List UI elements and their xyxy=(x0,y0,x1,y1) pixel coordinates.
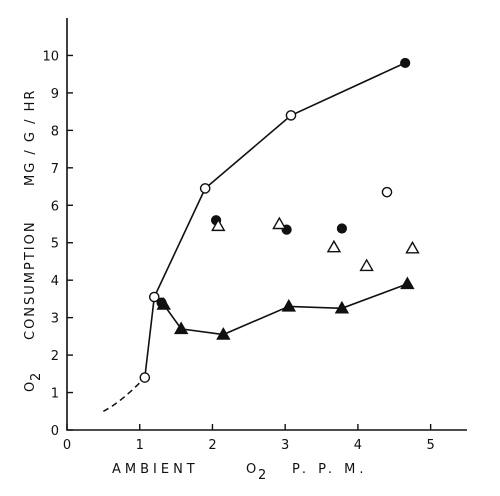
x-tick-label: 2 xyxy=(208,438,216,453)
x-tick-label: 4 xyxy=(354,438,362,453)
dashed-curve xyxy=(103,377,146,412)
open-triangle-point xyxy=(272,216,287,230)
x-axis-o2-subscript: 2 xyxy=(258,468,266,483)
y-axis-word: CONSUMPTION xyxy=(23,220,38,340)
open-triangle-point xyxy=(326,239,342,253)
markers xyxy=(139,57,420,383)
y-tick-label: 10 xyxy=(42,49,59,64)
y-tick-label: 4 xyxy=(51,274,59,289)
curves xyxy=(103,62,408,412)
filled-triangle-point xyxy=(281,298,297,312)
axes: 0 1 2 3 4 5 0 1 2 3 4 5 6 7 8 9 10 xyxy=(42,18,467,453)
lower-curve xyxy=(153,283,408,336)
x-axis-title: AMBIENT xyxy=(112,462,199,477)
filled-triangle-point xyxy=(334,300,350,314)
y-tick-label: 8 xyxy=(51,124,59,139)
filled-circle-point xyxy=(336,223,348,234)
x-tick-label: 0 xyxy=(63,438,71,453)
y-tick-label: 9 xyxy=(51,87,59,102)
open-triangle-point xyxy=(211,218,226,232)
open-circle-point xyxy=(148,291,160,303)
y-tick-label: 2 xyxy=(51,349,59,364)
open-triangle-point xyxy=(359,258,374,272)
y-tick-label: 3 xyxy=(51,312,59,327)
open-circle-point xyxy=(381,186,393,198)
y-axis-title: O2 CONSUMPTION MG / G / HR xyxy=(23,89,44,392)
filled-triangle-point xyxy=(173,321,189,335)
open-triangle-point xyxy=(405,240,420,254)
y-axis-o2: O xyxy=(23,380,38,392)
open-circle-point xyxy=(199,183,211,194)
x-axis-unit: P. P. M. xyxy=(292,462,368,477)
y-tick-label: 6 xyxy=(51,199,59,214)
y-tick-label: 7 xyxy=(51,162,59,177)
x-axis-o2: O xyxy=(246,462,260,477)
y-tick-label: 1 xyxy=(51,387,59,402)
y-tick-label: 5 xyxy=(51,237,59,252)
y-axis-unit: MG / G / HR xyxy=(23,89,38,186)
y-axis-o2-subscript: 2 xyxy=(29,373,44,381)
filled-triangle-point xyxy=(400,276,415,290)
open-circle-point xyxy=(285,110,297,121)
filled-triangle-point xyxy=(156,297,171,310)
y-tick-label: 0 xyxy=(51,424,59,439)
axis-frame xyxy=(66,18,467,431)
filled-circle-point xyxy=(400,57,411,69)
x-tick-label: 3 xyxy=(281,438,289,453)
x-tick-label: 1 xyxy=(136,438,144,453)
filled-triangle-point xyxy=(216,327,231,340)
open-circle-point xyxy=(139,372,151,383)
x-tick-label: 5 xyxy=(426,438,434,453)
